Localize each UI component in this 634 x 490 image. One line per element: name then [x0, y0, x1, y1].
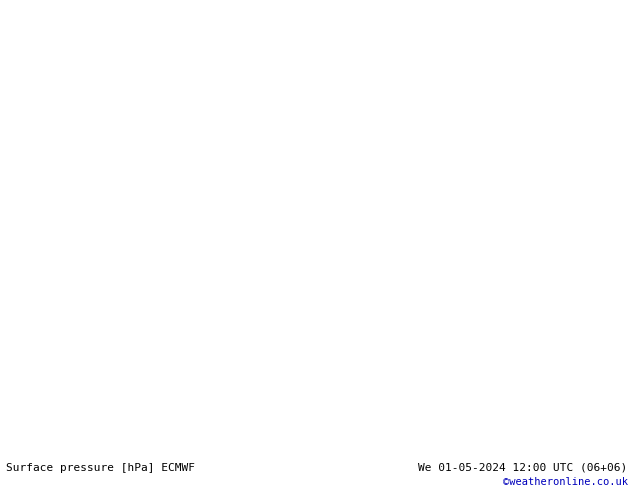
Text: We 01-05-2024 12:00 UTC (06+06): We 01-05-2024 12:00 UTC (06+06) [418, 463, 628, 473]
Text: ©weatheronline.co.uk: ©weatheronline.co.uk [503, 477, 628, 487]
Text: Surface pressure [hPa] ECMWF: Surface pressure [hPa] ECMWF [6, 463, 195, 473]
